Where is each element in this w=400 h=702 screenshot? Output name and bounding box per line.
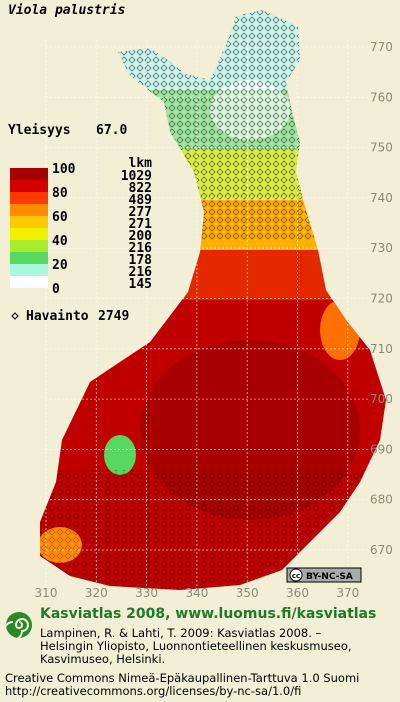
count-value: 1029 <box>121 169 152 184</box>
y-label: 710 <box>370 342 393 356</box>
footer-heading: Kasviatlas 2008, www.luomus.fi/kasviatla… <box>40 606 376 622</box>
legend-swatch <box>10 180 48 192</box>
x-label: 370 <box>336 586 359 600</box>
scale-label: 0 <box>52 282 60 297</box>
x-label: 320 <box>85 586 108 600</box>
count-value: 200 <box>129 229 153 244</box>
citation-line: Kasvimuseo, Helsinki. <box>40 652 165 666</box>
citation-line: Helsingin Yliopisto, Luonnontieteellinen… <box>40 639 352 653</box>
y-label: 690 <box>370 442 393 456</box>
legend-swatch <box>10 228 48 240</box>
y-label: 760 <box>370 90 393 104</box>
legend: 100806040200lkm1029822489277271200216178… <box>10 156 152 297</box>
legend-swatch <box>10 252 48 264</box>
x-label: 340 <box>185 586 208 600</box>
count-value: 178 <box>129 253 153 268</box>
observations-label: Havainto <box>26 309 89 324</box>
license-line: Creative Commons Nimeä-Epäkaupallinen-Ta… <box>5 671 359 685</box>
count-value: 489 <box>129 193 152 208</box>
count-value: 145 <box>129 277 152 292</box>
logo <box>3 612 32 641</box>
y-label: 730 <box>370 241 393 255</box>
scale-label: 60 <box>52 210 68 225</box>
x-label: 350 <box>236 586 259 600</box>
count-value: 216 <box>129 241 153 256</box>
y-label: 750 <box>370 141 393 155</box>
scale-label: 20 <box>52 258 68 273</box>
legend-swatch <box>10 204 48 216</box>
x-label: 360 <box>286 586 309 600</box>
species-title: Viola palustris <box>8 3 125 18</box>
footer: Lampinen, R. & Lahti, T. 2009: Kasviatla… <box>5 626 359 698</box>
frequency-value: 67.0 <box>96 123 127 138</box>
map-grid: 770 760 750 740 730 720 710 700 690 680 670 310 320 3… <box>35 40 393 600</box>
scale-label: 40 <box>52 234 68 249</box>
citation-line: Lampinen, R. & Lahti, T. 2009: Kasviatla… <box>40 626 322 640</box>
count-value: 822 <box>129 181 152 196</box>
observations-value: 2749 <box>98 309 129 324</box>
legend-swatch <box>10 216 48 228</box>
count-header: lkm <box>129 156 153 171</box>
count-value: 277 <box>129 205 152 220</box>
y-label: 670 <box>370 543 393 557</box>
x-label: 310 <box>35 586 58 600</box>
x-label: 330 <box>135 586 158 600</box>
legend-swatch <box>10 168 48 180</box>
legend-swatch <box>10 192 48 204</box>
legend-swatch <box>10 240 48 252</box>
y-label: 700 <box>370 392 393 406</box>
license-badge: cc BY-NC-SA <box>286 567 362 583</box>
count-value: 271 <box>129 217 153 232</box>
y-label: 720 <box>370 292 393 306</box>
badge-text: BY-NC-SA <box>306 572 353 582</box>
badge-icon: cc <box>292 572 300 580</box>
scale-label: 80 <box>52 186 68 201</box>
observation-marker <box>11 312 19 320</box>
scale-label: 100 <box>52 162 76 177</box>
legend-swatch <box>10 264 48 276</box>
frequency-label: Yleisyys <box>8 123 71 138</box>
y-label: 770 <box>370 40 393 54</box>
count-value: 216 <box>129 265 153 280</box>
legend-swatch <box>10 276 48 288</box>
y-label: 680 <box>370 493 393 507</box>
y-label: 740 <box>370 191 393 205</box>
license-line: http://creativecommons.org/licenses/by-n… <box>5 684 301 698</box>
